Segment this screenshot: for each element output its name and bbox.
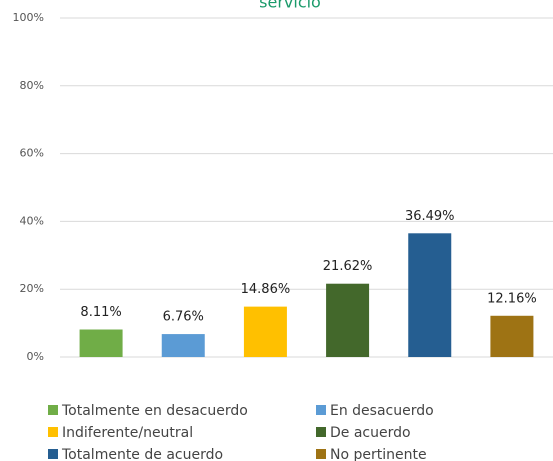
legend-swatch: [48, 405, 58, 415]
value-label: 12.16%: [487, 291, 537, 306]
chart-title: servicio: [259, 0, 321, 12]
bar: [243, 306, 287, 357]
legend-swatch: [48, 427, 58, 437]
value-label: 21.62%: [323, 259, 373, 274]
value-label: 14.86%: [241, 282, 291, 297]
bar: [326, 283, 370, 357]
legend-label: Indiferente/neutral: [62, 425, 193, 441]
y-tick-label: 60%: [20, 147, 44, 160]
y-tick-label: 20%: [20, 282, 44, 295]
legend-swatch: [48, 449, 58, 459]
value-label: 6.76%: [163, 310, 204, 325]
y-tick-label: 0%: [27, 350, 44, 363]
y-tick-label: 100%: [13, 11, 44, 24]
legend-label: Totalmente de acuerdo: [61, 447, 223, 461]
legend-swatch: [316, 449, 326, 459]
value-label: 36.49%: [405, 209, 455, 224]
legend-label: Totalmente en desacuerdo: [61, 403, 248, 419]
bar: [79, 329, 123, 357]
legend-swatch: [316, 405, 326, 415]
legend-label: De acuerdo: [330, 425, 411, 441]
y-tick-label: 80%: [20, 79, 44, 92]
legend-swatch: [316, 427, 326, 437]
value-label: 8.11%: [80, 305, 121, 320]
legend-label: No pertinente: [330, 447, 427, 461]
bar: [408, 233, 452, 357]
y-tick-label: 40%: [20, 214, 44, 227]
bar: [161, 334, 205, 357]
legend-label: En desacuerdo: [330, 403, 434, 419]
bar: [490, 315, 534, 357]
